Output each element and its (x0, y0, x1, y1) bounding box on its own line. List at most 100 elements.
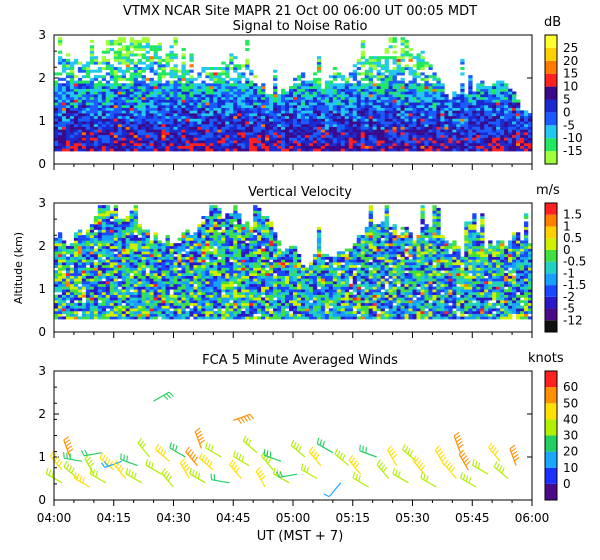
heatmap-cell (277, 137, 282, 141)
heatmap-cell (344, 96, 350, 100)
heatmap-cell (113, 113, 119, 117)
heatmap-cell (109, 221, 115, 225)
heatmap-cell (77, 94, 83, 98)
heatmap-cell (221, 148, 226, 152)
heatmap-cell (89, 305, 95, 309)
heatmap-cell (412, 142, 417, 146)
heatmap-cell (237, 142, 242, 146)
heatmap-cell (245, 107, 250, 111)
heatmap-cell (416, 110, 421, 114)
heatmap-cell (113, 259, 119, 263)
heatmap-cell (237, 126, 242, 130)
heatmap-cell (165, 245, 170, 249)
heatmap-cell (93, 226, 99, 230)
heatmap-cell (464, 129, 469, 133)
heatmap-cell (452, 102, 457, 106)
heatmap-cell (504, 132, 509, 136)
heatmap-cell (348, 126, 354, 130)
heatmap-cell (173, 140, 178, 144)
heatmap-cell (380, 75, 385, 79)
heatmap-cell (245, 99, 250, 103)
heatmap-cell (161, 85, 166, 89)
heatmap-cell (117, 123, 123, 127)
heatmap-cell (476, 142, 481, 146)
heatmap-cell (396, 83, 401, 87)
heatmap-cell (428, 118, 433, 122)
heatmap-cell (416, 83, 421, 87)
heatmap-cell (528, 140, 533, 144)
heatmap-cell (273, 88, 278, 92)
heatmap-cell (109, 39, 115, 43)
heatmap-cell (85, 129, 91, 133)
heatmap-cell (101, 75, 107, 79)
heatmap-cell (117, 50, 123, 54)
heatmap-cell (117, 85, 123, 89)
heatmap-cell (105, 132, 111, 136)
heatmap-cell (384, 69, 389, 73)
heatmap-cell (205, 107, 210, 111)
heatmap-cell (320, 102, 326, 106)
heatmap-cell (89, 132, 95, 136)
heatmap-cell (396, 85, 401, 89)
heatmap-cell (253, 113, 258, 117)
heatmap-cell (229, 85, 234, 89)
heatmap-cell (452, 142, 457, 146)
heatmap-cell (205, 278, 210, 282)
heatmap-cell (73, 297, 79, 301)
heatmap-cell (65, 278, 71, 282)
heatmap-cell (261, 129, 266, 133)
heatmap-cell (217, 75, 222, 79)
heatmap-cell (157, 267, 162, 271)
heatmap-cell (65, 99, 71, 103)
heatmap-cell (57, 126, 63, 130)
heatmap-cell (217, 148, 222, 152)
heatmap-cell (209, 110, 214, 114)
heatmap-cell (360, 142, 365, 146)
heatmap-cell (364, 58, 369, 62)
heatmap-cell (69, 129, 75, 133)
heatmap-cell (356, 85, 362, 89)
heatmap-cell (281, 148, 286, 152)
heatmap-cell (304, 148, 310, 152)
heatmap-cell (273, 110, 278, 114)
heatmap-cell (300, 126, 306, 130)
heatmap-cell (137, 270, 142, 274)
heatmap-cell (416, 61, 421, 65)
heatmap-cell (133, 110, 138, 114)
heatmap-cell (65, 148, 71, 152)
heatmap-cell (181, 272, 186, 276)
heatmap-cell (73, 275, 79, 279)
heatmap-cell (193, 286, 198, 290)
heatmap-cell (101, 262, 107, 266)
heatmap-cell (201, 234, 206, 238)
heatmap-cell (145, 264, 150, 268)
heatmap-cell (209, 221, 214, 225)
heatmap-cell (364, 134, 369, 138)
heatmap-cell (61, 140, 67, 144)
heatmap-cell (221, 132, 226, 136)
heatmap-cell (424, 134, 429, 138)
heatmap-cell (269, 102, 274, 106)
heatmap-cell (105, 123, 111, 127)
heatmap-cell (81, 267, 87, 271)
heatmap-cell (460, 140, 465, 144)
heatmap-cell (432, 121, 437, 125)
heatmap-cell (312, 85, 318, 89)
heatmap-cell (97, 145, 103, 149)
heatmap-cell (93, 316, 99, 320)
heatmap-cell (97, 213, 103, 217)
heatmap-cell (300, 91, 306, 95)
heatmap-cell (57, 83, 63, 87)
heatmap-cell (133, 126, 138, 130)
heatmap-cell (400, 129, 405, 133)
heatmap-cell (165, 305, 170, 309)
heatmap-cell (520, 137, 525, 141)
heatmap-cell (169, 121, 174, 125)
heatmap-cell (488, 132, 493, 136)
heatmap-cell (105, 291, 111, 295)
heatmap-cell (109, 291, 115, 295)
heatmap-cell (145, 50, 150, 54)
heatmap-cell (129, 213, 134, 217)
heatmap-cell (105, 267, 111, 271)
heatmap-cell (69, 294, 75, 298)
